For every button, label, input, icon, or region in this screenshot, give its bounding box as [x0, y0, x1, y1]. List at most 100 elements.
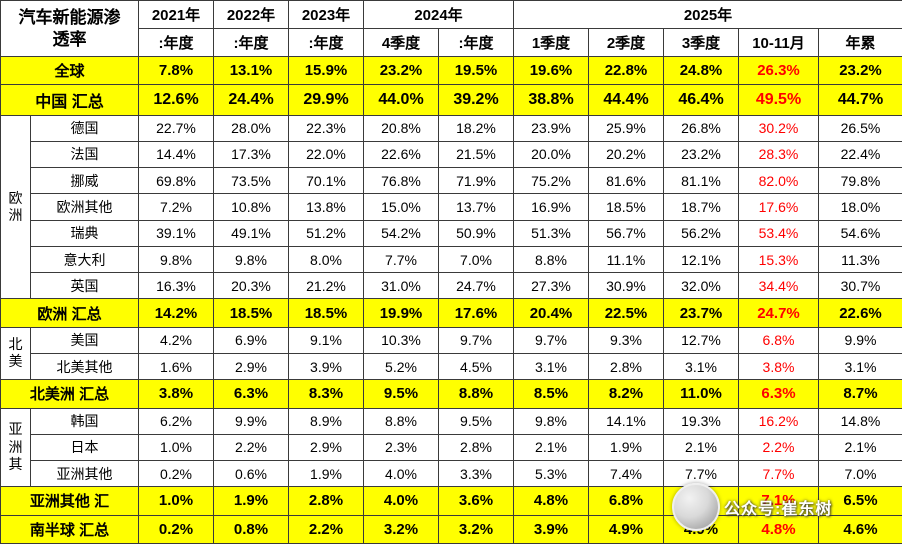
region-group-label: 亚 洲 其 [0, 407, 31, 488]
value-cell: 82.0% [738, 167, 819, 195]
value-cell: 3.2% [438, 514, 514, 544]
sub-header-row: :年度:年度:年度 4季度:年度 1季度 2季度 3季度 10-11月 年累 [1, 28, 902, 57]
value-cell: 18.2% [438, 114, 514, 142]
quarter-header: 1季度 [513, 28, 589, 57]
value-cell: 18.5% [288, 298, 364, 328]
table-body: 全球 7.8% 13.1% 15.9% 23.2% 19.5% 19.6% 22.8% 24.8… [0, 55, 902, 544]
table-row: 全球 7.8% 13.1% 15.9% 23.2% 19.5% 19.6% 22.8% 24.8… [0, 55, 902, 86]
value-cell: 28.3% [738, 140, 819, 169]
value-cell: 14.8% [818, 407, 902, 435]
value-cell: 23.2% [663, 140, 739, 169]
table-row: 欧 洲德国 22.7% 28.0% 22.3% 20.8% 18.2% 23.9% 25.9%… [0, 114, 902, 300]
value-cell: 30.7% [818, 272, 902, 300]
value-cell: 6.9% [213, 326, 289, 354]
value-cell: 4.9% [663, 514, 739, 544]
value-cell: 2.1% [513, 433, 589, 462]
value-cell: 76.8% [363, 167, 439, 195]
value-cell: 2.8% [588, 352, 664, 381]
value-cell: 4.0% [363, 486, 439, 516]
value-cell: 7.0% [438, 245, 514, 274]
table-row: 北美其他 1.6% 2.9% 3.9% 5.2% 4.5% 3.1% 2.8% 3.1% 3.8%… [1, 352, 902, 381]
value-cell: 20.0% [513, 140, 589, 169]
table-row: 北美洲 汇总 3.8% 6.3% 8.3% 9.5% 8.8% 8.5% 8.2% 11.0% 6… [0, 379, 902, 409]
quarter-header: :年度 [138, 28, 214, 57]
value-cell: 17.3% [213, 140, 289, 169]
value-cell: 9.1% [288, 326, 364, 354]
row-label: 英国 [30, 272, 139, 300]
value-cell: 19.6% [513, 55, 589, 86]
table-row: 挪威 69.8% 73.5% 70.1% 76.8% 71.9% 75.2% 81.6% 81.… [1, 167, 902, 195]
value-cell: 19.5% [438, 55, 514, 86]
value-cell: 44.0% [363, 84, 439, 116]
table-row: 瑞典 39.1% 49.1% 51.2% 54.2% 50.9% 51.3% 56.7% 56.… [1, 219, 902, 247]
value-cell: 20.8% [363, 114, 439, 142]
value-cell: 8.8% [363, 407, 439, 435]
value-cell: 9.5% [363, 379, 439, 409]
value-cell: 73.5% [213, 167, 289, 195]
value-cell: 56.2% [663, 219, 739, 247]
value-cell: 19.9% [363, 298, 439, 328]
value-cell: 10.8% [213, 193, 289, 221]
value-cell: 3.1% [513, 352, 589, 381]
value-cell: 26.3% [738, 55, 819, 86]
table-row: 北 美美国 4.2% 6.9% 9.1% 10.3% 9.7% 9.7% 9.3% 12.7% 6… [0, 326, 902, 381]
value-cell: 8.8% [438, 379, 514, 409]
value-cell: 24.4% [213, 84, 289, 116]
value-cell: 32.0% [663, 272, 739, 300]
value-cell: 50.9% [438, 219, 514, 247]
value-cell: 6.3% [738, 379, 819, 409]
value-cell: 23.2% [363, 55, 439, 86]
row-label: 韩国 [30, 407, 139, 435]
value-cell: 26.5% [818, 114, 902, 142]
value-cell: 34.4% [738, 272, 819, 300]
value-cell: 22.7% [138, 114, 214, 142]
value-cell: 8.2% [588, 379, 664, 409]
value-cell: 23.2% [818, 55, 902, 86]
value-cell: 22.6% [363, 140, 439, 169]
value-cell: 15.0% [363, 193, 439, 221]
value-cell: 5.3% [513, 460, 589, 488]
value-cell: 8.7% [818, 379, 902, 409]
value-cell: 3.8% [738, 352, 819, 381]
value-cell: 4.8% [738, 514, 819, 544]
value-cell: 11.3% [818, 245, 902, 274]
value-cell: 16.2% [738, 407, 819, 435]
quarter-header: :年度 [288, 28, 364, 57]
value-cell: 20.2% [588, 140, 664, 169]
value-cell: 13.7% [438, 193, 514, 221]
value-cell: 53.4% [738, 219, 819, 247]
page-title: 汽车新能源渗透率 [0, 0, 139, 57]
value-cell: 1.9% [288, 460, 364, 488]
value-cell: 39.2% [438, 84, 514, 116]
value-cell: 15.9% [288, 55, 364, 86]
value-cell: 18.0% [818, 193, 902, 221]
value-cell: 9.9% [213, 407, 289, 435]
table-row: 欧洲其他 7.2% 10.8% 13.8% 15.0% 13.7% 16.9% 18.5% 18… [1, 193, 902, 221]
value-cell: 8.9% [288, 407, 364, 435]
value-cell: 38.8% [513, 84, 589, 116]
value-cell: 1.9% [588, 433, 664, 462]
row-label: 北美其他 [30, 352, 139, 381]
table-row: 法国 14.4% 17.3% 22.0% 22.6% 21.5% 20.0% 20.2% 23.… [1, 140, 902, 169]
value-cell: 0.2% [138, 460, 214, 488]
quarter-header: 年累 [818, 28, 902, 57]
row-label: 北美洲 汇总 [0, 379, 139, 409]
value-cell: 21.5% [438, 140, 514, 169]
value-cell: 30.9% [588, 272, 664, 300]
year-group-row: 汽车新能源渗透率 2021年 2022年 2023年 2024年 2025年 [0, 0, 902, 57]
value-cell: 31.0% [363, 272, 439, 300]
value-cell: 7.0% [818, 460, 902, 488]
value-cell: 71.9% [438, 167, 514, 195]
row-label: 全球 [0, 55, 139, 86]
table-header: 汽车新能源渗透率 2021年 2022年 2023年 2024年 2025年 :年度 :年… [0, 0, 902, 57]
value-cell: 20.4% [513, 298, 589, 328]
value-cell: 16.9% [513, 193, 589, 221]
value-cell: 23.9% [513, 114, 589, 142]
table-row: 日本 1.0% 2.2% 2.9% 2.3% 2.8% 2.1% 1.9% 2.1% 2.2% 2.… [1, 433, 902, 462]
row-label: 德国 [30, 114, 139, 142]
value-cell: 0.2% [138, 514, 214, 544]
value-cell: 3.9% [513, 514, 589, 544]
row-label: 亚洲其他 [30, 460, 139, 488]
value-cell: 9.8% [213, 245, 289, 274]
